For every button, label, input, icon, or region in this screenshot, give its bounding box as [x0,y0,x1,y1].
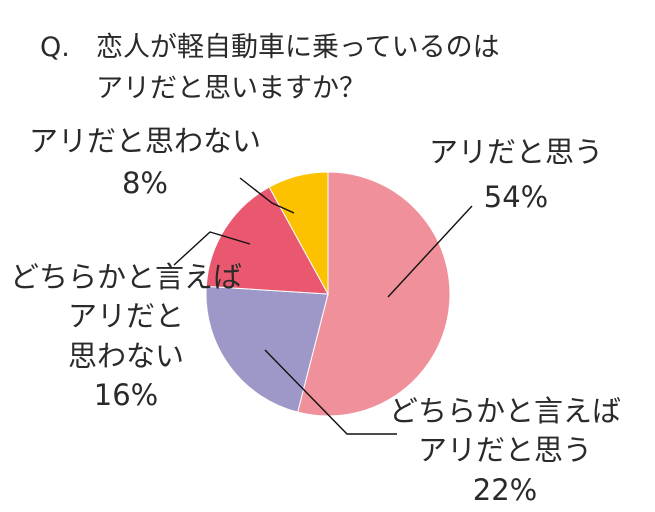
leader-line-no [239,177,295,214]
pie-slices [205,171,451,417]
slice-label-no-line-1: アリだと思わない [29,124,261,158]
question-title: Q. 恋人が軽自動車に乗っているのは アリだと思いますか？ [40,32,500,104]
slice-label-no: アリだと思わない 8% [29,124,261,200]
question-line-2: アリだと思いますか？ [96,73,366,104]
slice-value-no: 8% [122,166,168,200]
slice-label-yes: アリだと思う 54% [429,135,603,214]
leader-line-somewhat-no [173,231,251,266]
slice-value-somewhat-yes: 22% [473,473,537,507]
question-line-1: 恋人が軽自動車に乗っているのは [96,32,500,63]
question-prefix: Q. [40,32,70,63]
pie-slice-no [268,171,329,295]
leader-lines [173,177,473,435]
slice-label-somewhat-yes: どちらかと言えば アリだと思う 22% [389,394,621,507]
slice-value-yes: 54% [484,180,548,214]
slice-label-yes-line-1: アリだと思う [429,135,603,169]
pie-slice-somewhat-no [205,186,329,295]
slice-label-somewhat-no-line-3: 思わない [68,339,184,373]
slice-label-somewhat-yes-line-1: どちらかと言えば [389,394,621,428]
leader-line-somewhat-yes [264,349,397,435]
pie-slice-yes [297,171,451,417]
slice-label-somewhat-yes-line-2: アリだと思う [418,433,592,467]
slice-label-somewhat-no-line-2: アリだと [68,299,184,333]
slice-value-somewhat-no: 16% [94,378,158,412]
pie-slice-somewhat-yes [205,285,329,413]
leader-line-yes [387,205,473,298]
slice-label-somewhat-no-line-1: どちらかと言えば [10,260,242,294]
slice-label-somewhat-no: どちらかと言えば アリだと 思わない 16% [10,260,242,412]
